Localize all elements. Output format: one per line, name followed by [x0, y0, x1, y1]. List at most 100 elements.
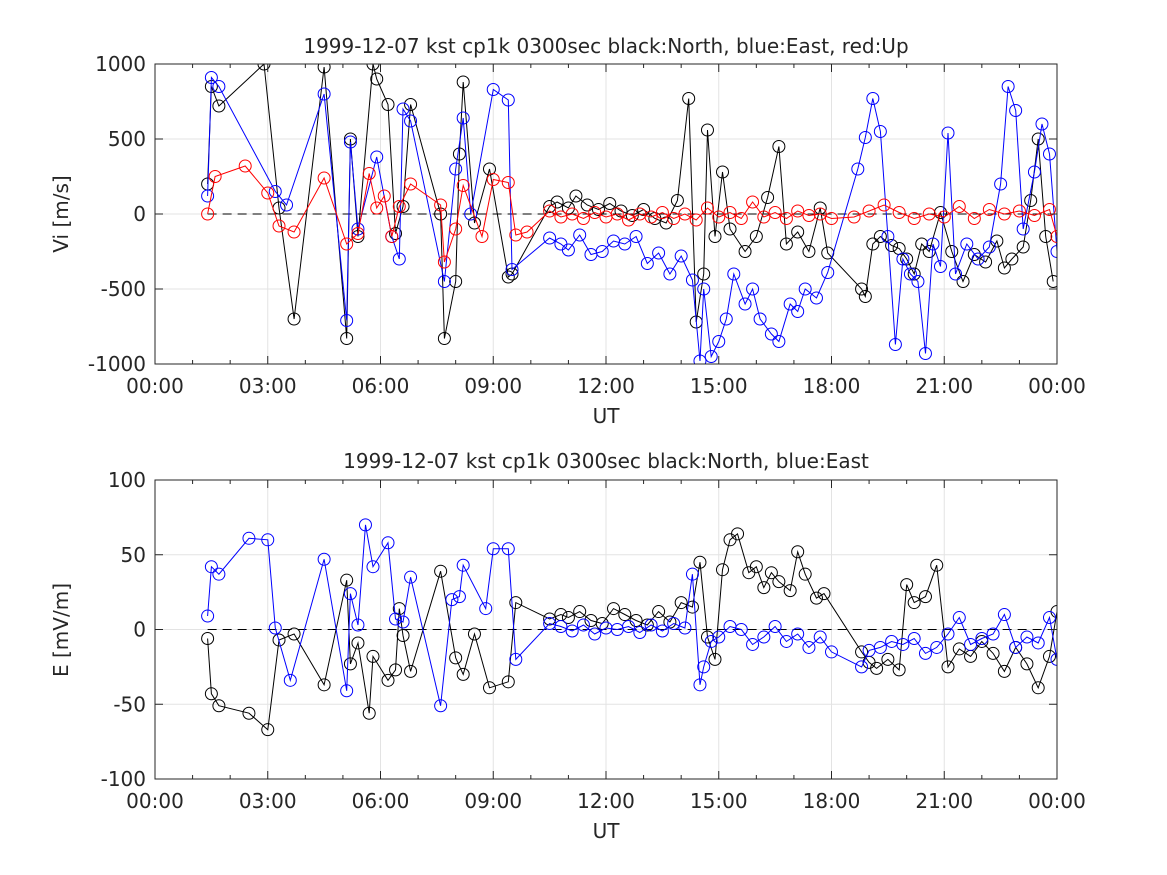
efield-point-north [783, 584, 797, 598]
velocity-point-north [625, 209, 639, 222]
velocity-point-north [670, 194, 684, 207]
efield-x-tick-label: 06:00 [352, 789, 410, 813]
efield-point-east [261, 533, 275, 547]
velocity-point-east [791, 305, 805, 318]
efield-point-east [340, 684, 354, 698]
velocity-point-east [738, 297, 752, 311]
efield-point-east [1031, 636, 1045, 650]
efield-point-north [817, 587, 831, 601]
velocity-point-north [697, 267, 711, 281]
efield-point-east [907, 631, 921, 645]
velocity-point-east [280, 198, 294, 212]
efield-point-east [685, 567, 699, 581]
velocity-point-east [351, 222, 365, 236]
velocity-point-north [351, 230, 365, 243]
velocity-point-up [847, 210, 861, 224]
velocity-point-east [783, 297, 797, 311]
efield-point-north [573, 605, 587, 619]
efield-point-east [734, 623, 748, 636]
efield-point-north [501, 675, 515, 689]
velocity-point-up [1042, 203, 1056, 216]
efield-point-north [204, 687, 218, 701]
velocity-point-east [652, 246, 666, 260]
efield-point-east [975, 631, 989, 645]
velocity-point-up [208, 170, 222, 183]
velocity-point-east [881, 230, 895, 243]
efield-point-east [456, 558, 470, 572]
efield-point-north [881, 652, 895, 666]
velocity-point-east [727, 267, 741, 281]
velocity-point-up [588, 206, 602, 219]
velocity-x-tick-label: 03:00 [239, 374, 297, 398]
efield-y-tick-label: 100 [108, 468, 146, 492]
efield-point-east [588, 627, 602, 641]
velocity-y-tick-label: -1000 [88, 352, 146, 376]
efield-line-north [207, 532, 1057, 731]
velocity-point-east [268, 185, 282, 198]
velocity-point-up [877, 198, 891, 212]
efield-point-north [561, 611, 575, 625]
velocity-point-up [362, 167, 376, 180]
velocity-point-east [1009, 104, 1023, 117]
velocity-point-east [1042, 147, 1056, 161]
velocity-point-up [967, 212, 981, 225]
efield-y-tick-label: -100 [101, 767, 146, 791]
velocity-point-up [565, 207, 579, 221]
velocity-point-east [640, 257, 654, 270]
velocity-point-up [437, 255, 451, 269]
velocity-point-up [768, 206, 782, 219]
velocity-line-east [207, 76, 1057, 362]
velocity-point-east [343, 135, 357, 149]
efield-point-east [678, 621, 692, 635]
efield-point-north [700, 630, 714, 644]
velocity-point-east [704, 350, 718, 363]
efield-point-east [1020, 630, 1034, 644]
velocity-point-north [437, 332, 451, 345]
velocity-point-north [956, 275, 970, 288]
velocity-point-up [622, 213, 636, 227]
efield-point-east [791, 627, 805, 641]
efield-point-east [704, 634, 718, 648]
velocity-point-north [389, 227, 403, 240]
velocity-point-east [404, 114, 418, 128]
efield-x-tick-label: 12:00 [577, 789, 635, 813]
velocity-point-east [851, 162, 865, 176]
velocity-point-up [712, 210, 726, 224]
efield-point-north [685, 600, 699, 614]
efield-point-east [622, 620, 636, 634]
velocity-point-east [866, 92, 880, 105]
efield-point-north [449, 651, 463, 665]
velocity-point-up [937, 210, 951, 224]
velocity-point-east [764, 327, 778, 341]
velocity-x-tick-label: 09:00 [464, 374, 522, 398]
efield-point-east [813, 630, 827, 644]
velocity-point-up [576, 212, 590, 225]
velocity-point-east [543, 231, 557, 245]
velocity-point-east [994, 177, 1008, 191]
velocity-point-east [505, 263, 519, 276]
velocity-point-north [370, 72, 384, 86]
velocity-point-east [903, 267, 917, 281]
velocity-point-up [351, 227, 365, 240]
velocity-x-tick-label: 21:00 [915, 374, 973, 398]
efield-panel-title: 1999-12-07 kst cp1k 0300sec black:North,… [343, 449, 869, 473]
efield-point-north [343, 657, 357, 671]
velocity-x-tick-label: 15:00 [690, 374, 748, 398]
efield-y-tick-label: 50 [121, 543, 146, 567]
velocity-series [201, 64, 1057, 364]
velocity-x-tick-label: 18:00 [803, 374, 861, 398]
efield-point-north [482, 681, 496, 695]
velocity-point-east [888, 338, 902, 351]
velocity-point-east [561, 243, 575, 257]
velocity-point-up [952, 200, 966, 213]
efield-point-north [930, 558, 944, 572]
velocity-point-east [317, 87, 331, 101]
velocity-point-north [979, 255, 993, 269]
velocity-point-east [926, 237, 940, 251]
efield-point-north [652, 605, 666, 619]
efield-point-north [900, 578, 914, 592]
velocity-point-east [449, 162, 463, 176]
efield-point-east [404, 570, 418, 584]
velocity-point-east [933, 260, 947, 273]
efield-point-east [201, 609, 215, 623]
